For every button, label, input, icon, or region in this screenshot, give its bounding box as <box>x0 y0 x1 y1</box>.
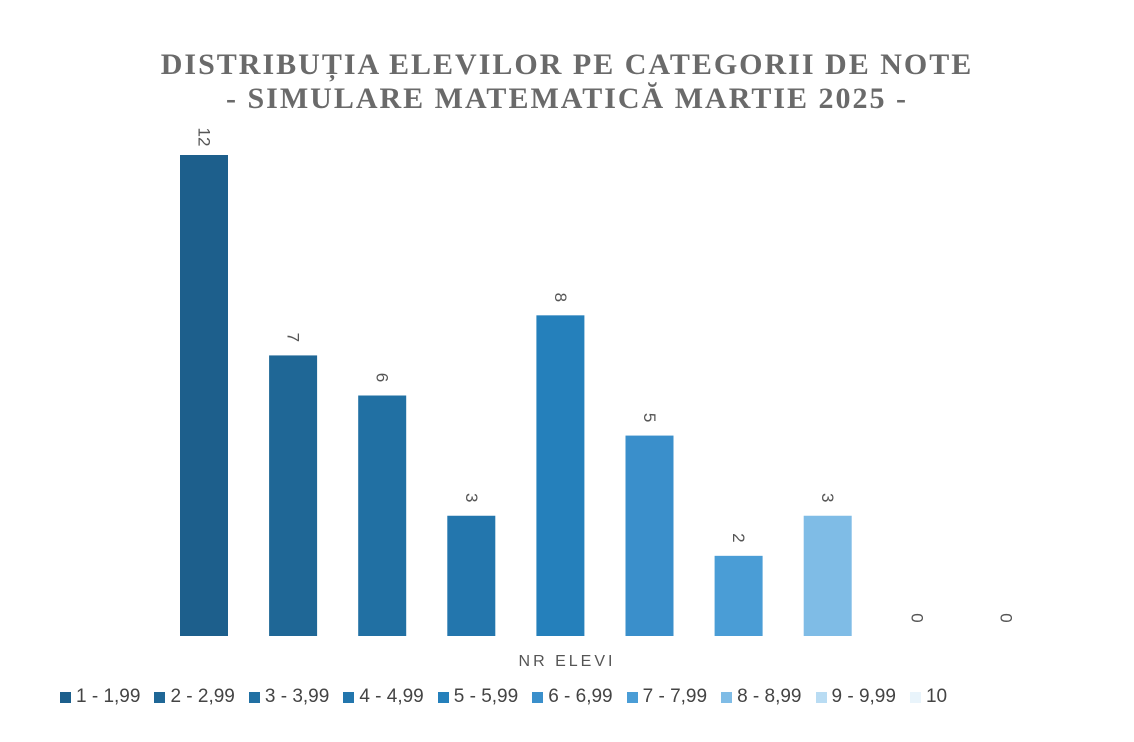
data-label-6: 5 <box>640 413 659 422</box>
legend-swatch-1 <box>60 691 71 703</box>
legend-label-1: 1 - 1,99 <box>76 686 141 707</box>
legend-item-9: 9 - 9,99 <box>815 686 896 708</box>
legend-label-8: 8 - 8,99 <box>737 686 802 707</box>
data-label-8: 3 <box>818 493 837 502</box>
legend-item-7: 7 - 7,99 <box>626 686 708 708</box>
bar-3 <box>358 395 407 636</box>
chart-title: DISTRIBUȚIA ELEVILOR PE CATEGORII DE NOT… <box>160 48 974 81</box>
legend-label-4: 4 - 4,99 <box>359 686 424 707</box>
legend-label-5: 5 - 5,99 <box>453 686 519 707</box>
legend-item-2: 2 - 2,99 <box>154 686 235 708</box>
legend-item-5: 5 - 5,99 <box>437 686 519 708</box>
legend-swatch-5 <box>437 691 449 703</box>
chart-title-block: DISTRIBUȚIA ELEVILOR PE CATEGORII DE NOT… <box>0 48 1134 116</box>
data-label-1: 12 <box>195 128 214 147</box>
legend-label-9: 9 - 9,99 <box>831 686 896 707</box>
data-label-5: 8 <box>551 293 570 302</box>
data-label-3: 6 <box>373 373 392 382</box>
legend-label-3: 3 - 3,99 <box>264 686 330 707</box>
legend-swatch-7 <box>626 691 638 703</box>
legend-label-6: 6 - 6,99 <box>548 686 613 707</box>
legend-item-6: 6 - 6,99 <box>532 686 613 708</box>
chart-subtitle: - SIMULARE MATEMATICĂ MARTIE 2025 - <box>226 82 908 115</box>
legend-swatch-6 <box>532 691 544 703</box>
legend-item-10: 10 <box>909 686 948 708</box>
data-label-9: 0 <box>907 613 926 622</box>
legend-item-3: 3 - 3,99 <box>248 686 330 708</box>
bar-5 <box>536 315 585 636</box>
legend-swatch-2 <box>154 691 166 703</box>
bar-1 <box>180 155 228 636</box>
legend-label-10: 10 <box>925 686 948 707</box>
bar-4 <box>447 515 496 636</box>
legend-label-7: 7 - 7,99 <box>642 686 708 707</box>
x-axis-title: NR ELEVI <box>518 653 616 670</box>
legend-swatch-4 <box>343 691 355 703</box>
data-label-4: 3 <box>462 493 481 502</box>
legend-item-8: 8 - 8,99 <box>721 686 802 708</box>
legend-swatch-10 <box>909 691 921 703</box>
legend-label-2: 2 - 2,99 <box>170 686 235 707</box>
legend-swatch-3 <box>248 691 260 703</box>
data-label-10: 0 <box>996 613 1015 622</box>
data-label-2: 7 <box>284 333 303 342</box>
data-label-7: 2 <box>729 533 748 542</box>
legend-item-4: 4 - 4,99 <box>343 686 424 708</box>
legend-swatch-8 <box>721 691 733 703</box>
legend-item-1: 1 - 1,99 <box>60 686 140 708</box>
bar-2 <box>269 355 318 636</box>
bar-6 <box>625 435 674 636</box>
legend-swatch-9 <box>815 691 827 703</box>
legend: 1 - 1,99 2 - 2,99 3 - 3,99 4 - 4,99 5 - 5,99… <box>60 686 1134 708</box>
bar-8 <box>803 515 852 636</box>
bar-7 <box>714 555 763 636</box>
